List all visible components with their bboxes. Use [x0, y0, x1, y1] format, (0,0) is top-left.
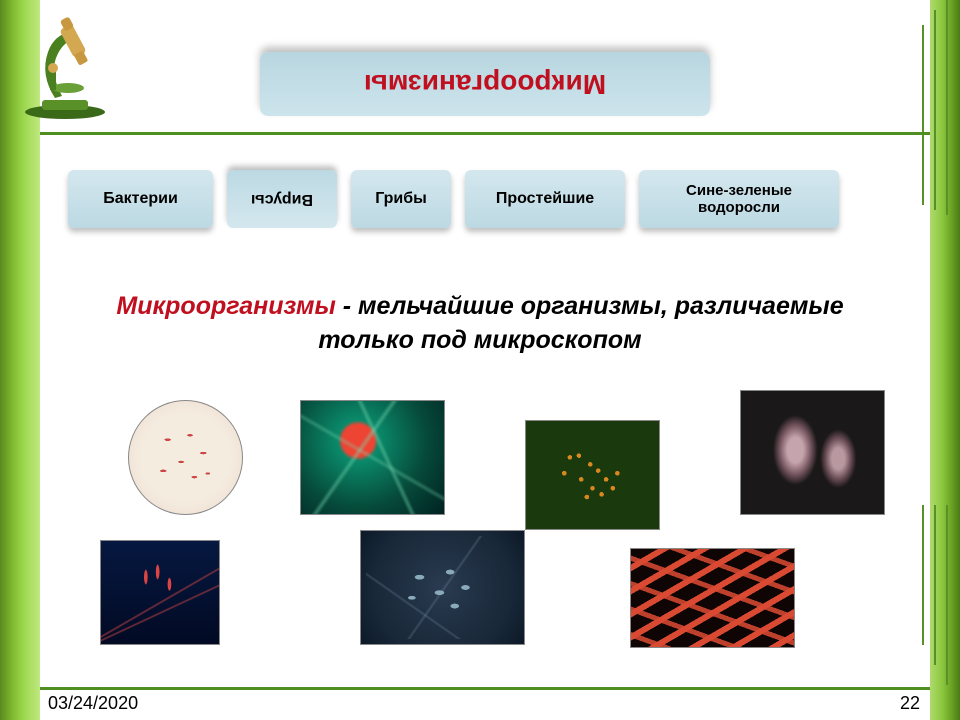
microorganism-image-2: [300, 400, 445, 515]
definition-text: Микроорганизмы - мельчайшие организмы, р…: [100, 290, 860, 358]
microorganism-image-1: [128, 400, 243, 515]
category-bacteria: Бактерии: [68, 170, 213, 228]
footer-date: 03/24/2020: [48, 693, 138, 714]
image-grid: [100, 390, 900, 660]
category-fungi: Грибы: [351, 170, 451, 228]
definition-term: Микроорганизмы: [116, 292, 335, 320]
microorganism-image-5: [100, 540, 220, 645]
microorganism-image-3: [525, 420, 660, 530]
footer-page-number: 22: [900, 693, 920, 714]
microscope-icon: [20, 10, 110, 120]
definition-rest: - мельчайшие организмы, различаемые толь…: [318, 292, 843, 354]
category-viruses: Вирусы: [227, 170, 337, 228]
title-box: Микроорганизмы: [260, 52, 710, 116]
category-cyanobacteria: Сине-зеленые водоросли: [639, 170, 839, 228]
category-protozoa: Простейшие: [465, 170, 625, 228]
slide-title: Микроорганизмы: [364, 68, 606, 100]
divider-top: [40, 132, 930, 135]
divider-bottom: [40, 687, 930, 690]
microorganism-image-6: [360, 530, 525, 645]
microorganism-image-4: [740, 390, 885, 515]
microorganism-image-7: [630, 548, 795, 648]
category-row: Бактерии Вирусы Грибы Простейшие Сине-зе…: [68, 170, 839, 228]
